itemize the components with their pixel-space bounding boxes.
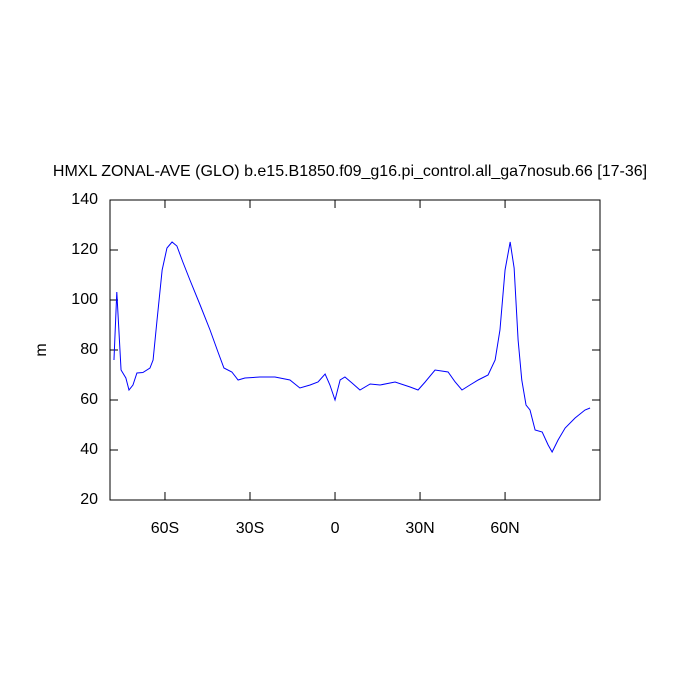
y-tick-label: 100: [71, 291, 98, 308]
plot-frame: [109, 199, 601, 501]
y-tick-label: 120: [71, 241, 98, 258]
chart-title: HMXL ZONAL-AVE (GLO) b.e15.B1850.f09_g16…: [53, 163, 647, 180]
x-tick-label: 30N: [405, 520, 434, 537]
y-tick-label: 140: [71, 191, 98, 208]
data-line: [113, 241, 591, 454]
y-tick-label: 80: [80, 341, 98, 358]
x-tick-label: 60S: [151, 520, 179, 537]
y-tick-label: 20: [80, 491, 98, 508]
x-tick-label: 0: [331, 520, 340, 537]
y-tick-label: 60: [80, 391, 98, 408]
x-tick-label: 30S: [236, 520, 264, 537]
y-axis-label: m: [33, 343, 50, 356]
y-tick-label: 40: [80, 441, 98, 458]
x-tick-label: 60N: [490, 520, 519, 537]
